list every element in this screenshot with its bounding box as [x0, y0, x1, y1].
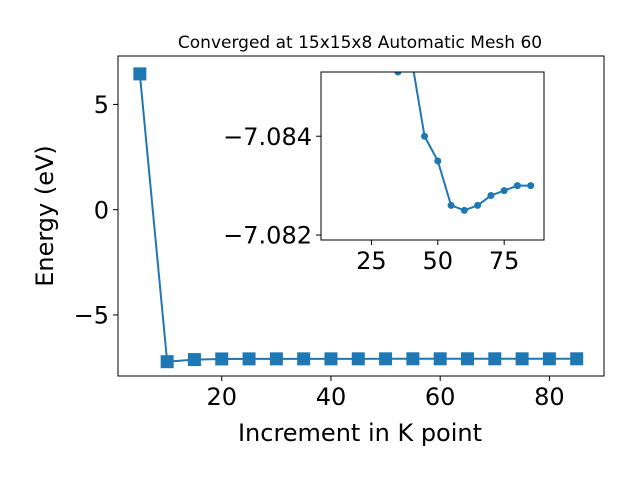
main-y-tick-label: 0: [94, 196, 109, 224]
main-x-tick-label: 20: [206, 383, 237, 411]
main-data-point: [433, 352, 447, 366]
inset-y-tick-label: −7.082: [223, 222, 312, 250]
main-data-point: [133, 67, 147, 81]
inset-x-tick-label: 50: [423, 247, 454, 275]
inset-plot: 25 50 75 −7.084 −7.082: [223, 71, 545, 275]
main-data-point: [542, 352, 556, 366]
main-data-point: [460, 352, 474, 366]
main-y-tick-label: −5: [74, 302, 109, 330]
chart-title: Converged at 15x15x8 Automatic Mesh 60: [178, 33, 542, 53]
x-axis-label: Increment in K point: [238, 419, 482, 447]
inset-data-point: [447, 201, 455, 209]
inset-data-point: [513, 182, 521, 190]
main-data-point: [215, 352, 229, 366]
main-data-point: [269, 352, 283, 366]
main-data-point: [187, 353, 201, 367]
main-data-point: [379, 352, 393, 366]
main-data-point: [324, 352, 338, 366]
main-x-tick-label: 80: [534, 383, 565, 411]
main-data-point: [160, 355, 174, 369]
y-axis-label: Energy (eV): [31, 145, 59, 287]
inset-data-point: [421, 132, 429, 140]
main-x-tick-label: 60: [425, 383, 456, 411]
inset-data-point: [460, 206, 468, 214]
main-y-tick-label: 5: [94, 91, 109, 119]
inset-frame: [320, 71, 545, 241]
main-data-point: [515, 352, 529, 366]
inset-data-point: [394, 72, 402, 76]
inset-series: [394, 72, 535, 214]
inset-data-point: [500, 187, 508, 195]
inset-data-point: [487, 192, 495, 200]
inset-data-point: [474, 201, 482, 209]
inset-data-point: [527, 182, 535, 190]
main-data-point: [297, 352, 311, 366]
inset-axes: 25 50 75 −7.084 −7.082: [223, 71, 545, 275]
main-data-point: [570, 352, 584, 366]
inset-data-point: [434, 157, 442, 165]
main-data-point: [351, 352, 365, 366]
main-frame: [117, 55, 605, 377]
inset-x-tick-label: 75: [489, 247, 520, 275]
main-x-tick-label: 40: [316, 383, 347, 411]
main-data-point: [488, 352, 502, 366]
main-data-point: [406, 352, 420, 366]
inset-x-tick-label: 25: [356, 247, 387, 275]
inset-background: [321, 72, 544, 240]
main-series: [133, 67, 584, 369]
inset-y-tick-label: −7.084: [223, 123, 312, 151]
main-data-point: [242, 352, 256, 366]
